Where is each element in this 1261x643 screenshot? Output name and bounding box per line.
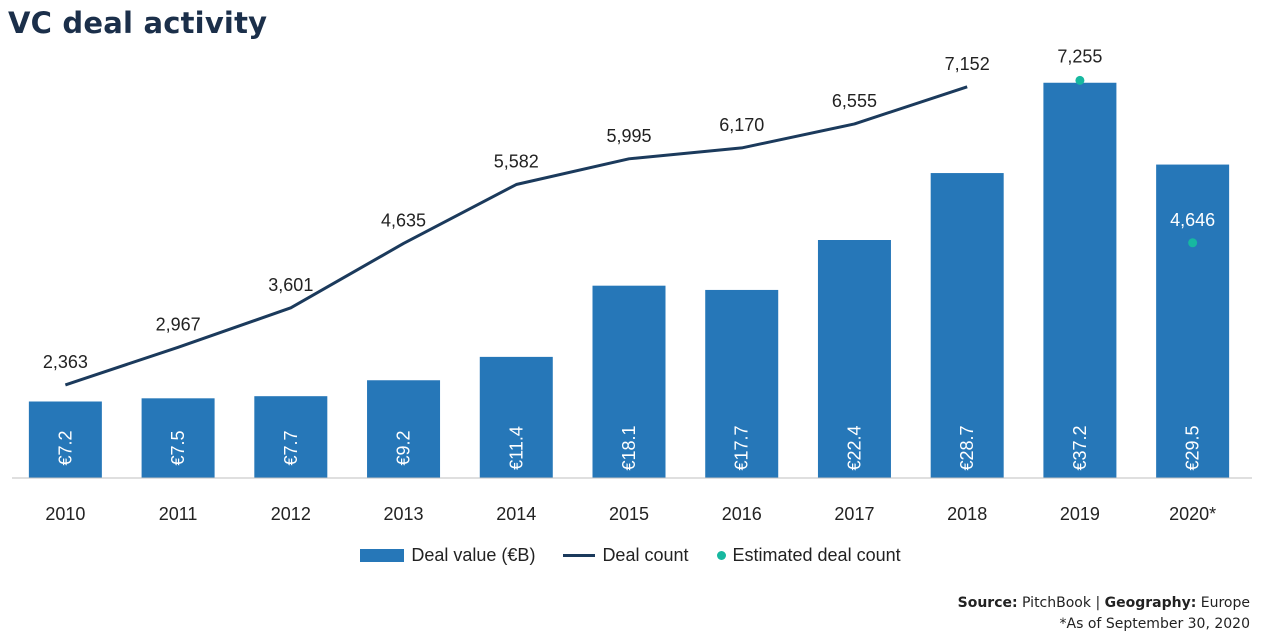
chart-title: VC deal activity — [8, 6, 268, 40]
bar-label-2012: €7.7 — [281, 430, 301, 465]
bar-label-2014: €11.4 — [506, 426, 526, 470]
bar-label-2017: €22.4 — [844, 425, 864, 470]
x-tick-2010: 2010 — [45, 504, 85, 524]
deal-count-label-2017: 6,555 — [832, 91, 877, 111]
bar-label-2016: €17.7 — [732, 425, 752, 470]
estimated-label-2019: 7,255 — [1057, 46, 1102, 66]
source-note: Source: PitchBook | Geography: Europe — [958, 595, 1250, 611]
bar-label-2013: €9.2 — [394, 430, 414, 465]
x-tick-2019: 2019 — [1060, 504, 1100, 524]
bar-2020* — [1156, 164, 1230, 478]
estimated-point-2019 — [1075, 75, 1085, 85]
deal-count-label-2016: 6,170 — [719, 115, 764, 135]
legend-item-deal-count[interactable]: Deal count — [563, 545, 689, 566]
x-tick-2013: 2013 — [384, 504, 424, 524]
bar-2016 — [705, 289, 779, 478]
estimated-point-2020* — [1188, 238, 1198, 248]
bar-label-2010: €7.2 — [55, 430, 75, 465]
bar-2018 — [930, 173, 1004, 478]
x-tick-2017: 2017 — [834, 504, 874, 524]
deal-count-label-2011: 2,967 — [156, 314, 201, 334]
bar-label-2011: €7.5 — [168, 430, 188, 465]
x-tick-2012: 2012 — [271, 504, 311, 524]
deal-count-label-2012: 3,601 — [268, 275, 313, 295]
deal-count-label-2013: 4,635 — [381, 210, 426, 230]
bar-2014 — [479, 356, 553, 478]
bar-2012 — [254, 396, 328, 478]
legend-label-deal-count: Deal count — [602, 545, 689, 565]
bar-2015 — [592, 285, 666, 478]
x-tick-2018: 2018 — [947, 504, 987, 524]
bar-2011 — [141, 398, 215, 478]
bar-label-2020*: €29.5 — [1183, 425, 1203, 470]
legend-item-estimated-deal-count[interactable]: Estimated deal count — [716, 545, 901, 566]
bar-2010 — [28, 401, 102, 478]
deal-count-label-2010: 2,363 — [43, 352, 88, 372]
source-label: Source: — [957, 595, 1018, 611]
bar-2019 — [1043, 82, 1117, 478]
x-tick-2015: 2015 — [609, 504, 649, 524]
estimated-label-2020*: 4,646 — [1170, 210, 1215, 230]
chart-legend: Deal value (€B) Deal count Estimated dea… — [0, 545, 1261, 566]
geography-label: Geography: — [1104, 595, 1197, 611]
legend-label-deal-value: Deal value (€B) — [411, 545, 536, 565]
x-tick-2011: 2011 — [159, 504, 198, 524]
legend-label-estimated-deal-count: Estimated deal count — [732, 545, 901, 565]
deal-count-label-2018: 7,152 — [945, 54, 990, 74]
x-tick-2014: 2014 — [496, 504, 536, 524]
bar-label-2015: €18.1 — [619, 425, 639, 470]
legend-swatch-line — [563, 554, 596, 557]
legend-swatch-bar — [360, 549, 405, 562]
date-note: *As of September 30, 2020 — [1059, 616, 1250, 632]
source-separator: | — [1095, 595, 1101, 611]
legend-swatch-dot — [716, 551, 726, 560]
bar-label-2018: €28.7 — [957, 425, 977, 470]
deal-count-line — [64, 85, 968, 387]
bar-2017 — [817, 240, 891, 478]
deal-count-label-2015: 5,995 — [606, 126, 651, 146]
legend-item-deal-value[interactable]: Deal value (€B) — [360, 545, 535, 566]
source-value: PitchBook — [1022, 595, 1091, 611]
bar-2013 — [367, 380, 441, 478]
geography-value: Europe — [1200, 595, 1250, 611]
x-tick-2016: 2016 — [722, 504, 762, 524]
deal-count-label-2014: 5,582 — [494, 152, 539, 172]
bar-label-2019: €37.2 — [1070, 425, 1090, 470]
x-tick-2020*: 2020* — [1169, 504, 1216, 524]
